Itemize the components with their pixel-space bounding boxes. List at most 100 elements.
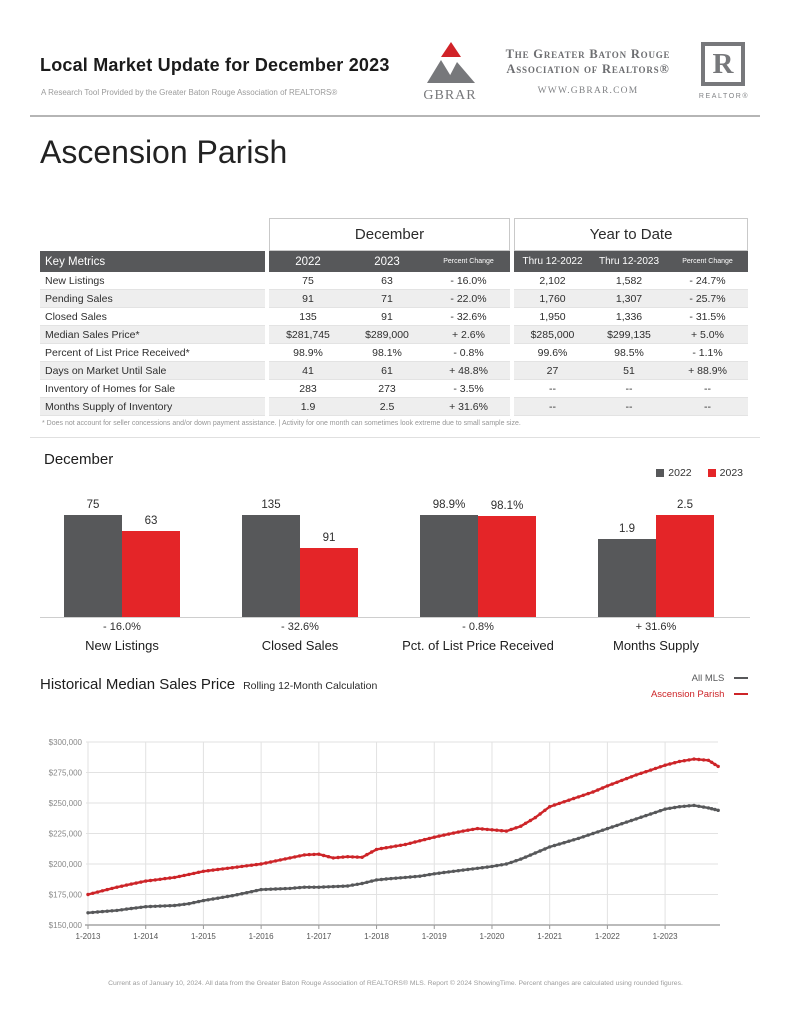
table-row: Days on Market Until Sale 41 61 + 48.8% 27 51… — [40, 362, 748, 380]
table-cell: 2,102 — [514, 272, 591, 290]
column-header-dec-2023: 2023 — [347, 251, 427, 272]
line-chart-title: Historical Median Sales Price Rolling 12-… — [40, 676, 377, 693]
bar-category-label: Pct. of List Price Received — [402, 638, 554, 653]
legend-item-2022: 2022 — [656, 467, 692, 479]
table-cell: + 2.6% — [427, 326, 510, 344]
key-metrics-table: December Year to Date Key Metrics 2022 2… — [40, 218, 748, 416]
table-cell: - 32.6% — [427, 308, 510, 326]
bar-category-label: New Listings — [85, 638, 159, 653]
bar-2023-0 — [122, 531, 180, 617]
section-divider — [30, 437, 760, 438]
table-cell: 41 — [269, 362, 347, 380]
table-cell: - 3.5% — [427, 380, 510, 398]
svg-text:1-2022: 1-2022 — [595, 932, 620, 941]
svg-text:1-2017: 1-2017 — [306, 932, 331, 941]
gbrar-wordmark: GBRAR — [423, 88, 477, 103]
bar-value-label: 75 — [86, 499, 100, 511]
group-header-december: December — [269, 218, 510, 251]
bar-change-label: - 16.0% — [103, 621, 141, 633]
table-row: Months Supply of Inventory 1.9 2.5 + 31.6% -… — [40, 398, 748, 416]
svg-text:1-2015: 1-2015 — [191, 932, 216, 941]
svg-text:$175,000: $175,000 — [49, 891, 83, 900]
svg-text:$250,000: $250,000 — [49, 799, 83, 808]
table-cell: 1.9 — [269, 398, 347, 416]
table-cell: -- — [514, 380, 591, 398]
bar-change-label: - 0.8% — [462, 621, 494, 633]
table-cell: $289,000 — [347, 326, 427, 344]
bar-chart: 75 63 135 91 98.9% 98.1% 1.9 2.5 — [0, 490, 791, 617]
table-cell: 1,582 — [591, 272, 667, 290]
table-group-header-row: December Year to Date — [40, 218, 748, 251]
table-cell: + 48.8% — [427, 362, 510, 380]
svg-text:$150,000: $150,000 — [49, 921, 83, 930]
org-url: WWW.GBRAR.COM — [537, 86, 639, 96]
table-cell: 1,307 — [591, 290, 667, 308]
bar-2022-1 — [242, 515, 300, 617]
table-row: New Listings 75 63- 16.0% 2,102 1,582- 24.7% — [40, 272, 748, 290]
table-cell: + 88.9% — [667, 362, 748, 380]
table-cell: - 25.7% — [667, 290, 748, 308]
bar-chart-legend: 2022 2023 — [656, 467, 743, 479]
legend-label-all-mls: All MLS — [691, 673, 725, 684]
table-cell: 27 — [514, 362, 591, 380]
table-cell: 63 — [347, 272, 427, 290]
table-cell: 75 — [269, 272, 347, 290]
row-label: Inventory of Homes for Sale — [40, 380, 265, 398]
bar-change-label: - 32.6% — [281, 621, 319, 633]
bar-2023-1 — [300, 548, 358, 617]
bar-value-label: 135 — [261, 499, 281, 511]
table-cell: - 31.5% — [667, 308, 748, 326]
bar-category-label: Closed Sales — [261, 638, 339, 653]
column-header-ytd-2022: Thru 12-2022 — [514, 251, 591, 272]
svg-text:1-2019: 1-2019 — [422, 932, 447, 941]
row-label: Median Sales Price* — [40, 326, 265, 344]
table-cell: - 22.0% — [427, 290, 510, 308]
table-cell: 1,950 — [514, 308, 591, 326]
legend-swatch-2023 — [707, 469, 716, 477]
row-label: Months Supply of Inventory — [40, 398, 265, 416]
bar-2022-3 — [598, 539, 656, 617]
row-label: New Listings — [40, 272, 265, 290]
report-title: Local Market Update for December 2023 — [40, 55, 390, 75]
legend-swatch-2022 — [656, 469, 665, 477]
svg-text:$275,000: $275,000 — [49, 769, 83, 778]
table-cell: 273 — [347, 380, 427, 398]
svg-text:$225,000: $225,000 — [49, 830, 83, 839]
legend-item-ascension-parish: Ascension Parish — [651, 689, 748, 700]
column-header-ytd-2023: Thru 12-2023 — [591, 251, 667, 272]
svg-text:1-2018: 1-2018 — [364, 932, 389, 941]
gbrar-mountain-icon — [427, 42, 475, 83]
bar-value-label: 98.1% — [490, 500, 524, 512]
bar-2023-3 — [656, 515, 714, 617]
table-cell: 1,336 — [591, 308, 667, 326]
table-row: Pending Sales 91 71- 22.0% 1,760 1,307- 25.7… — [40, 290, 748, 308]
table-cell: -- — [591, 398, 667, 416]
svg-text:1-2021: 1-2021 — [537, 932, 562, 941]
bar-2023-2 — [478, 516, 536, 617]
table-cell: + 5.0% — [667, 326, 748, 344]
realtor-logo: R — [701, 42, 745, 86]
line-chart-legend: All MLS Ascension Parish — [651, 673, 748, 705]
bar-value-label: 2.5 — [677, 499, 693, 511]
svg-text:$300,000: $300,000 — [49, 738, 83, 747]
svg-text:1-2014: 1-2014 — [133, 932, 158, 941]
bar-value-label: 63 — [144, 515, 158, 527]
table-cell: 99.6% — [514, 344, 591, 362]
table-row: Inventory of Homes for Sale 283 273- 3.5% -… — [40, 380, 748, 398]
bar-chart-title: December — [44, 451, 114, 468]
legend-line-ascension-parish — [734, 693, 748, 696]
table-cell: 98.1% — [347, 344, 427, 362]
table-cell: 91 — [269, 290, 347, 308]
table-cell: 1,760 — [514, 290, 591, 308]
line-chart: $150,000 $175,000 $200,000 $225,000 $250,000… — [49, 738, 720, 941]
table-cell: 91 — [347, 308, 427, 326]
table-cell: 135 — [269, 308, 347, 326]
table-cell: 2.5 — [347, 398, 427, 416]
legend-item-2023: 2023 — [707, 467, 743, 479]
bar-value-label: 91 — [322, 532, 336, 544]
table-row: Closed Sales 135 91- 32.6% 1,950 1,336- 31.5… — [40, 308, 748, 326]
page-title: Ascension Parish — [40, 134, 288, 170]
column-header-key-metrics: Key Metrics — [40, 251, 265, 272]
table-cell: 71 — [347, 290, 427, 308]
